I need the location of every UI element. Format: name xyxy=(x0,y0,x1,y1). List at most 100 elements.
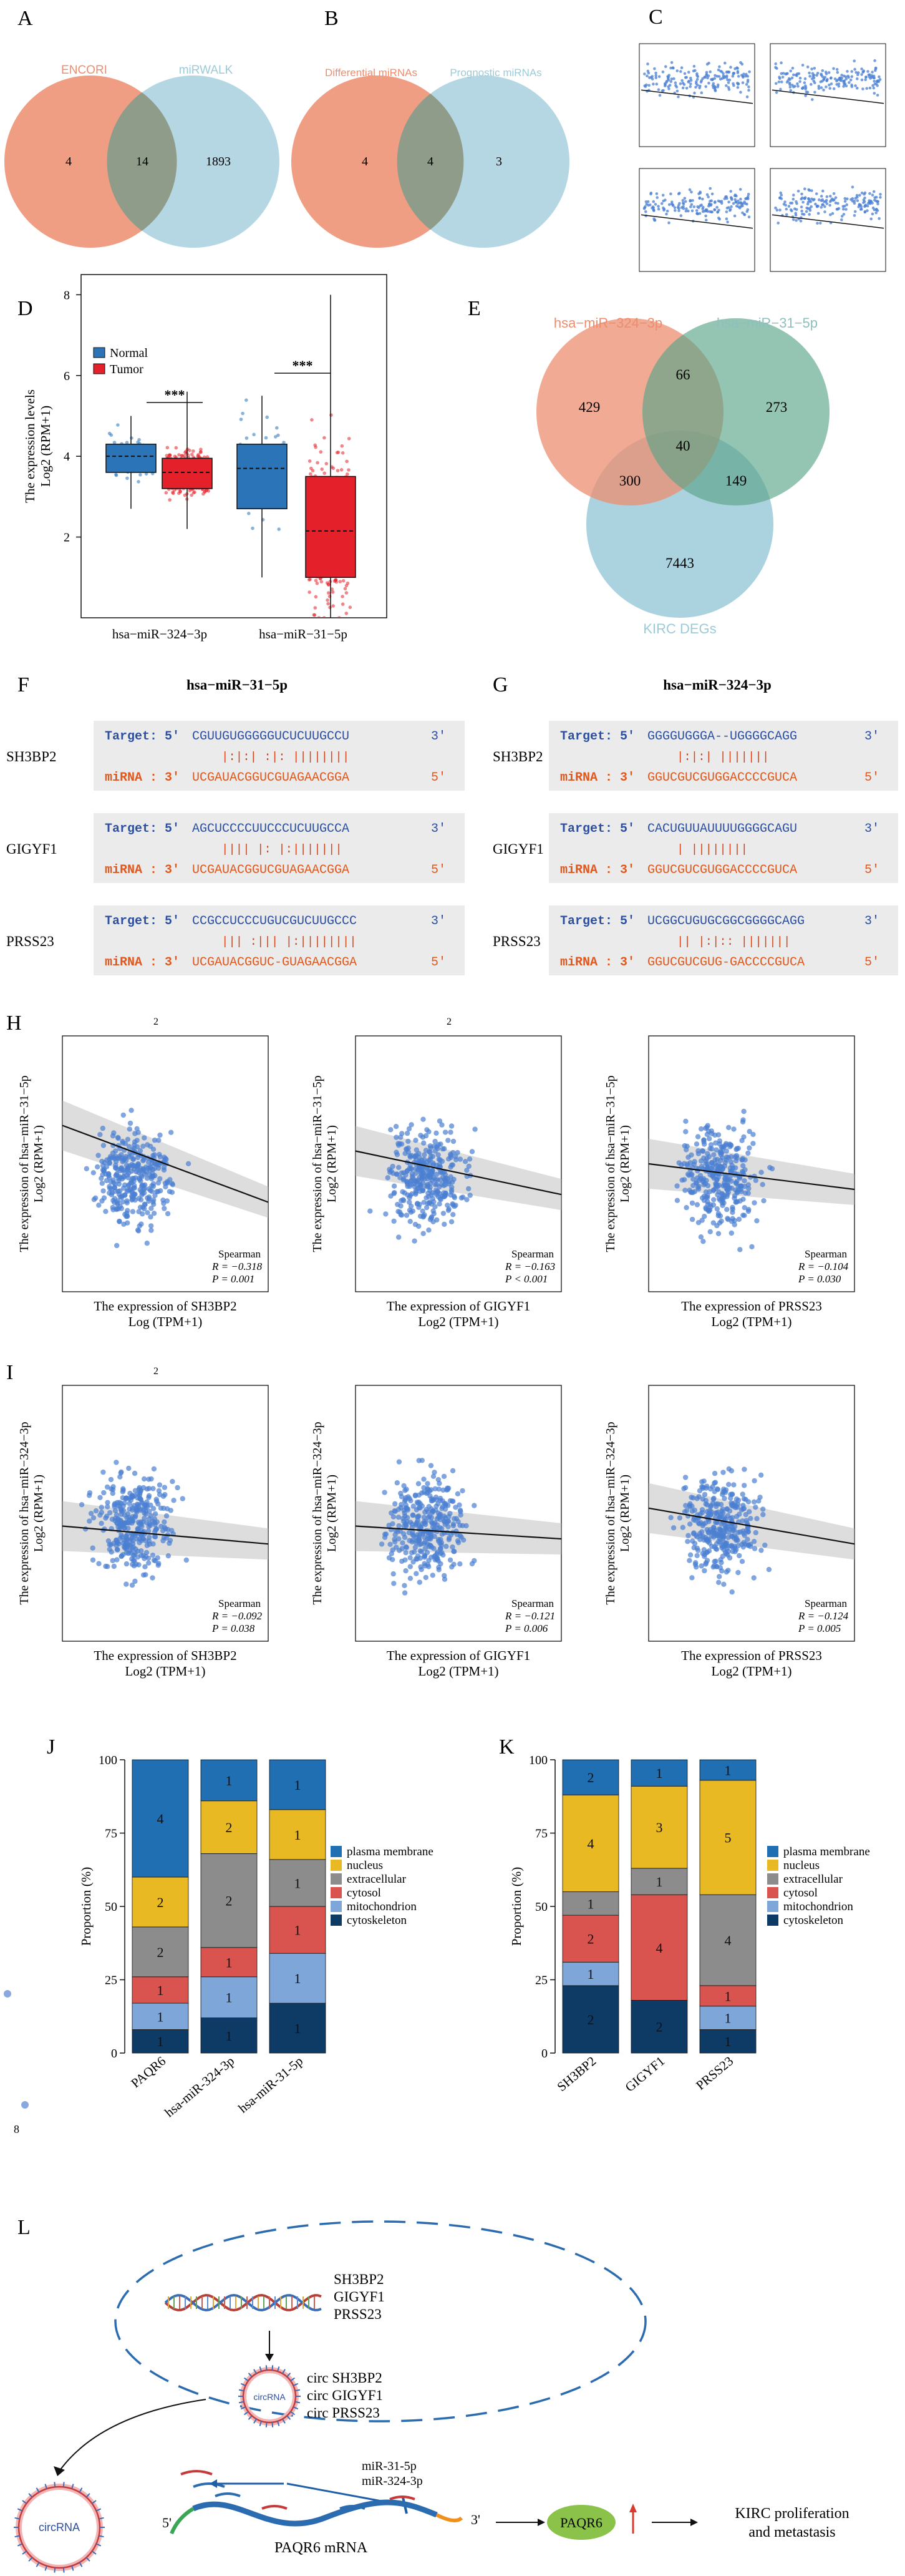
circrna-base xyxy=(28,2493,33,2498)
mirna-end: 5' xyxy=(431,863,446,877)
data-point xyxy=(134,1126,140,1132)
data-point xyxy=(740,1156,746,1161)
data-point xyxy=(126,1465,132,1471)
data-point xyxy=(853,59,856,62)
data-point xyxy=(402,1488,408,1493)
data-point xyxy=(162,1206,167,1211)
outcome-label: KIRC proliferation xyxy=(735,2505,849,2522)
jitter-point xyxy=(344,591,349,595)
data-point xyxy=(872,74,876,78)
segment-count-label: 4 xyxy=(725,1933,732,1948)
data-point xyxy=(400,1540,405,1546)
circrna-base xyxy=(248,2373,253,2378)
segment-count-label: 1 xyxy=(294,1875,301,1891)
data-point xyxy=(710,78,713,81)
data-point xyxy=(651,205,655,208)
data-point xyxy=(713,1515,719,1520)
y-axis-label-unit: Log2 (RPM+1) xyxy=(325,1475,339,1552)
jitter-point xyxy=(347,468,351,472)
data-point xyxy=(743,202,747,205)
data-point xyxy=(135,1228,142,1234)
data-point xyxy=(687,71,690,74)
segment-count-label: 1 xyxy=(656,1765,663,1781)
data-point xyxy=(463,1523,469,1529)
data-point xyxy=(126,1543,132,1548)
data-point xyxy=(466,1163,472,1169)
data-point xyxy=(708,202,711,206)
data-point xyxy=(645,203,648,206)
pairing-marks: |:|:| :|: |||||||| xyxy=(221,750,349,764)
data-point xyxy=(860,192,864,195)
data-point xyxy=(781,76,785,79)
data-point xyxy=(780,193,783,197)
circrna-base xyxy=(293,2383,299,2386)
data-point xyxy=(717,1574,722,1579)
data-point xyxy=(116,1181,122,1187)
data-point xyxy=(689,82,692,85)
panel-letter: K xyxy=(499,1735,515,1759)
data-point xyxy=(115,1516,121,1522)
data-point xyxy=(103,1171,109,1177)
data-point xyxy=(714,1177,720,1183)
data-point xyxy=(741,1496,747,1502)
data-point xyxy=(434,1516,440,1522)
data-point xyxy=(701,1137,707,1143)
data-point xyxy=(684,1205,689,1211)
data-point xyxy=(674,209,677,212)
pairing-marks: |:|:| ||||||| xyxy=(677,750,769,764)
data-point xyxy=(729,190,732,193)
legend-label: plasma membrane xyxy=(347,1845,433,1858)
jitter-point xyxy=(320,467,324,471)
data-point xyxy=(682,1475,689,1480)
data-point xyxy=(457,1156,463,1162)
mirna-fragments xyxy=(180,2470,225,2488)
jitter-point xyxy=(346,581,350,585)
data-point xyxy=(714,1533,719,1538)
gene-label: PRSS23 xyxy=(334,2306,382,2322)
data-point xyxy=(832,87,836,90)
data-point xyxy=(725,207,729,210)
data-point xyxy=(110,1486,116,1493)
data-point xyxy=(782,72,785,75)
data-point xyxy=(874,195,878,199)
data-point xyxy=(685,207,688,210)
data-point xyxy=(426,1544,432,1549)
data-point xyxy=(143,1164,149,1170)
data-point xyxy=(716,1579,722,1585)
circrna-base xyxy=(240,2406,246,2410)
jitter-point xyxy=(346,472,349,476)
target-end: 3' xyxy=(431,729,446,744)
mirna-fragment xyxy=(193,2482,225,2488)
data-point xyxy=(732,1549,738,1554)
jitter-point xyxy=(244,398,248,402)
data-point xyxy=(88,1511,94,1516)
data-point xyxy=(414,1147,419,1153)
jitter-point xyxy=(172,491,175,495)
jitter-point xyxy=(319,450,323,454)
data-point xyxy=(712,1470,718,1476)
circ-label: circ GIGYF1 xyxy=(307,2388,383,2403)
data-point xyxy=(408,1203,414,1209)
data-point xyxy=(739,197,742,201)
legend-swatch xyxy=(331,1873,342,1885)
target-end: 3' xyxy=(431,914,446,929)
data-point xyxy=(856,199,859,202)
data-point xyxy=(658,94,662,97)
data-point xyxy=(396,1164,402,1171)
mini-scatter-grid xyxy=(639,43,886,272)
data-point xyxy=(820,72,823,76)
data-point xyxy=(455,1149,460,1156)
target-prefix: Target: 5' xyxy=(105,822,180,836)
data-point xyxy=(687,1160,693,1166)
circrna-base xyxy=(259,2366,262,2372)
data-point xyxy=(399,1494,405,1500)
data-point xyxy=(79,1502,85,1508)
data-point xyxy=(726,220,729,224)
data-point xyxy=(646,74,649,77)
data-point xyxy=(404,1130,410,1136)
data-point xyxy=(437,1512,442,1518)
data-point xyxy=(105,1500,110,1505)
data-point xyxy=(146,1194,152,1200)
data-point xyxy=(712,1132,718,1138)
data-point xyxy=(407,1564,413,1569)
